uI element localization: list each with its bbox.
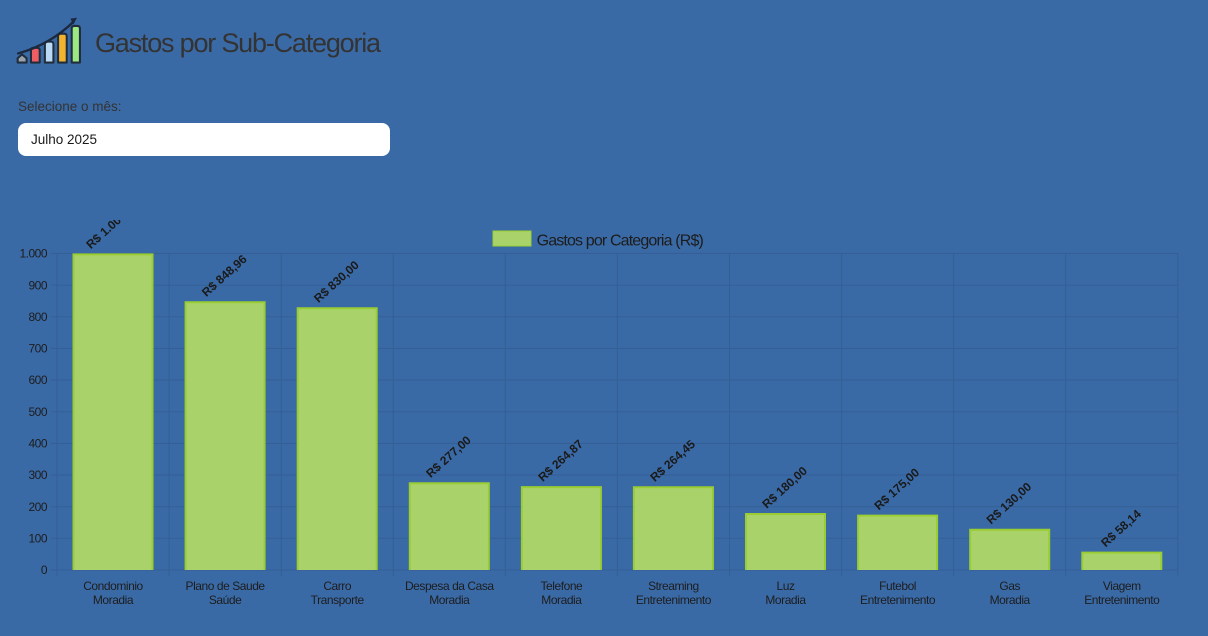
svg-text:Viagem: Viagem <box>1103 579 1141 593</box>
svg-text:400: 400 <box>28 437 47 451</box>
svg-text:Entretenimento: Entretenimento <box>636 593 712 607</box>
svg-text:R$ 175,00: R$ 175,00 <box>872 465 923 513</box>
svg-text:1.000: 1.000 <box>19 247 47 261</box>
svg-text:200: 200 <box>28 500 47 514</box>
svg-text:R$ 830,00: R$ 830,00 <box>311 258 362 306</box>
svg-text:R$ 1.000,00: R$ 1.000,00 <box>83 220 141 252</box>
svg-text:Moradia: Moradia <box>429 593 470 607</box>
svg-text:800: 800 <box>28 310 47 324</box>
svg-text:Gastos por Categoria (R$): Gastos por Categoria (R$) <box>537 232 704 249</box>
svg-text:900: 900 <box>28 278 47 292</box>
svg-text:Transporte: Transporte <box>311 593 365 607</box>
svg-text:R$ 848,96: R$ 848,96 <box>199 252 250 300</box>
svg-text:Moradia: Moradia <box>93 593 134 607</box>
svg-text:Saúde: Saúde <box>209 593 242 607</box>
svg-text:R$ 130,00: R$ 130,00 <box>984 479 1035 527</box>
svg-text:700: 700 <box>28 342 47 356</box>
svg-text:Futebol: Futebol <box>879 579 916 593</box>
svg-text:500: 500 <box>28 405 47 419</box>
svg-text:Telefone: Telefone <box>541 579 584 593</box>
svg-text:Moradia: Moradia <box>765 593 806 607</box>
svg-text:Moradia: Moradia <box>541 593 582 607</box>
svg-text:R$ 264,45: R$ 264,45 <box>647 437 698 485</box>
svg-text:300: 300 <box>28 468 47 482</box>
svg-text:Luz: Luz <box>777 579 795 593</box>
svg-text:Condominio: Condominio <box>83 579 143 593</box>
svg-text:Plano de Saude: Plano de Saude <box>186 579 266 593</box>
svg-text:600: 600 <box>28 373 47 387</box>
svg-text:Entretenimento: Entretenimento <box>1084 593 1160 607</box>
svg-text:R$ 180,00: R$ 180,00 <box>759 464 810 512</box>
svg-text:R$ 58,14: R$ 58,14 <box>1098 507 1144 550</box>
svg-text:Streaming: Streaming <box>648 579 699 593</box>
svg-text:Despesa da Casa: Despesa da Casa <box>405 579 494 593</box>
svg-text:R$ 277,00: R$ 277,00 <box>423 433 474 481</box>
svg-text:Moradia: Moradia <box>990 593 1031 607</box>
svg-text:Carro: Carro <box>323 579 352 593</box>
svg-text:100: 100 <box>28 532 47 546</box>
svg-text:0: 0 <box>41 563 48 577</box>
svg-text:Entretenimento: Entretenimento <box>860 593 936 607</box>
svg-text:Gas: Gas <box>999 579 1020 593</box>
